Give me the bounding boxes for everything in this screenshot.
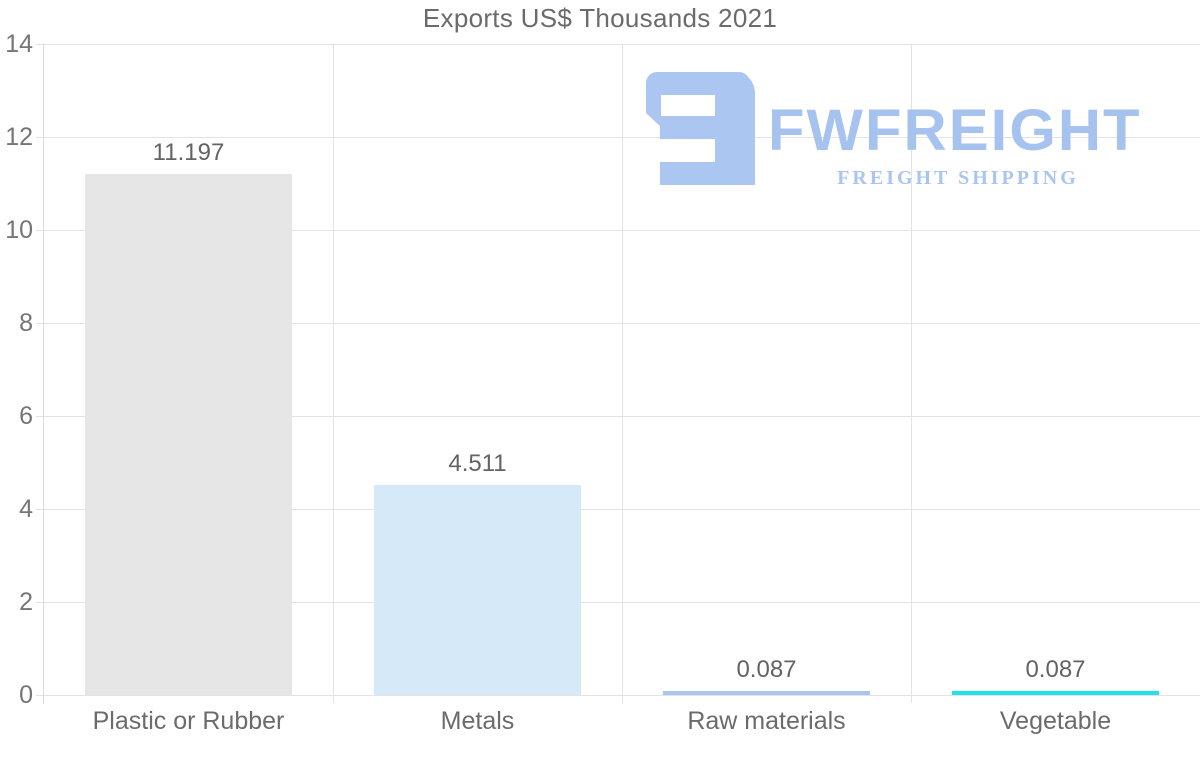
x-category-label: Raw materials — [687, 707, 846, 735]
bar — [952, 690, 1159, 695]
y-tick-label: 4 — [19, 495, 33, 523]
h-gridline — [36, 508, 1200, 510]
v-gridline — [332, 44, 334, 703]
h-gridline — [36, 601, 1200, 603]
bar-value-label: 11.197 — [152, 139, 225, 167]
bar-value-label: 0.087 — [1025, 655, 1086, 683]
y-tick-label: 10 — [5, 216, 33, 244]
bar — [663, 690, 870, 695]
h-gridline — [36, 136, 1200, 138]
bar — [85, 174, 292, 695]
brand-name: FWFREIGHT — [768, 98, 1142, 163]
y-tick-label: 2 — [19, 588, 33, 616]
y-tick-label: 0 — [19, 681, 33, 709]
h-gridline — [36, 229, 1200, 231]
y-tick-label: 12 — [5, 123, 33, 151]
x-category-label: Metals — [440, 707, 515, 735]
bar-value-label: 4.511 — [448, 450, 507, 478]
h-gridline — [36, 694, 1200, 696]
y-tick-label: 14 — [5, 30, 33, 58]
y-tick-label: 8 — [19, 309, 33, 337]
h-gridline — [36, 322, 1200, 324]
y-axis-line — [43, 44, 44, 704]
x-category-label: Plastic or Rubber — [92, 707, 285, 735]
h-gridline — [36, 415, 1200, 417]
brand-tagline: FREIGHT SHIPPING — [837, 167, 1079, 189]
bar — [374, 485, 581, 695]
h-gridline — [36, 43, 1200, 45]
fwfreight-logo-icon — [646, 72, 755, 185]
chart-title: Exports US$ Thousands 2021 — [422, 3, 778, 33]
v-gridline — [621, 44, 623, 703]
x-category-label: Vegetable — [999, 707, 1112, 735]
v-gridline — [910, 44, 912, 703]
brand-text-block: FWFREIGHT FREIGHT SHIPPING — [768, 72, 1148, 190]
bar-value-label: 0.087 — [736, 655, 797, 683]
brand-watermark: FWFREIGHT FREIGHT SHIPPING — [646, 72, 1156, 190]
y-tick-label: 6 — [19, 402, 33, 430]
